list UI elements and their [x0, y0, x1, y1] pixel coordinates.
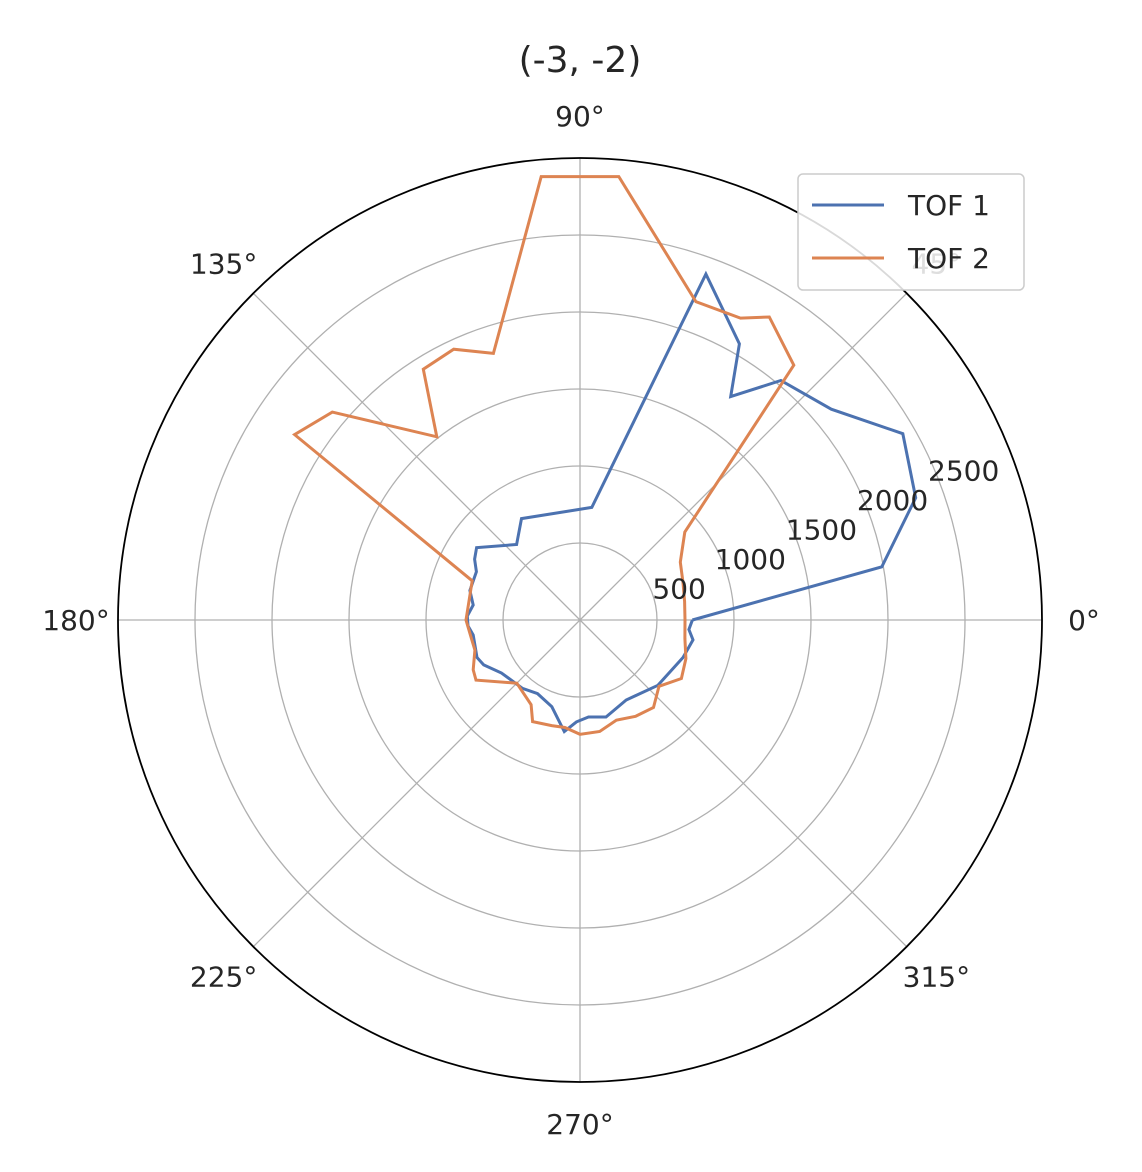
- angle-label-315: 315°: [903, 960, 970, 993]
- legend: TOF 1 TOF 2: [797, 173, 1025, 291]
- grid-spoke-225: [252, 619, 581, 948]
- polar-grid: [118, 158, 1042, 1082]
- angle-label-270: 270°: [546, 1108, 613, 1141]
- legend-label-tof-2: TOF 2: [907, 242, 990, 275]
- series-line-tof-1: [465, 270, 918, 734]
- grid-spoke-45: [579, 292, 908, 621]
- grid-spoke-135: [252, 292, 581, 621]
- angle-tick-labels: 0°45°90°135°180°225°270°315°: [42, 100, 1100, 1141]
- radial-label-2500: 2500: [928, 455, 999, 488]
- chart-title: (-3, -2): [519, 40, 642, 81]
- angle-label-90: 90°: [555, 100, 605, 133]
- angle-label-225: 225°: [190, 960, 257, 993]
- angle-label-135: 135°: [190, 248, 257, 281]
- angle-label-180: 180°: [42, 604, 109, 637]
- radial-label-500: 500: [652, 573, 705, 606]
- radial-label-1000: 1000: [715, 543, 786, 576]
- angle-label-0: 0°: [1068, 604, 1100, 637]
- series-layer: [292, 175, 918, 736]
- series-line-tof-2: [292, 175, 796, 736]
- legend-box: [797, 173, 1025, 291]
- outer-frame: [117, 157, 1043, 1083]
- legend-label-tof-1: TOF 1: [907, 189, 990, 222]
- grid-spoke-315: [579, 619, 908, 948]
- radial-label-2000: 2000: [857, 484, 928, 517]
- radial-label-1500: 1500: [786, 514, 857, 547]
